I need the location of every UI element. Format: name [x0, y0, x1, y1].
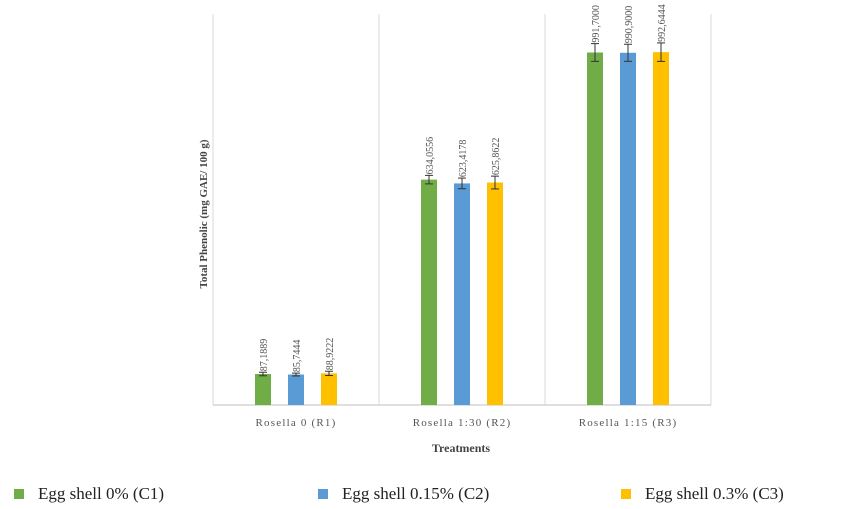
legend-swatch [621, 489, 631, 499]
legend-item-c1: Egg shell 0% (C1) [14, 484, 164, 504]
data-label: 991,7000 [591, 5, 602, 43]
bar [653, 52, 669, 405]
data-label: 625,8622 [491, 138, 502, 176]
data-label: 88,9222 [325, 338, 336, 371]
bar [454, 183, 470, 405]
legend-label: Egg shell 0.3% (C3) [645, 484, 784, 503]
data-label: 990,9000 [624, 6, 635, 44]
bar [421, 179, 437, 405]
bar-chart: Rosella 0 (R1) 87,1889 85,7444 88,9222 Rosel… [198, 4, 712, 455]
x-tick-label: Rosella 0 (R1) [256, 417, 337, 429]
legend-label: Egg shell 0% (C1) [38, 484, 165, 503]
y-axis-title: Total Phenolic (mg GAE/ 100 g) [198, 139, 210, 288]
chart-legend: Egg shell 0% (C1) Egg shell 0.15% (C2) E… [0, 484, 861, 506]
legend-swatch [318, 489, 328, 499]
data-label: 85,7444 [292, 340, 303, 373]
bar [255, 374, 271, 405]
bar [587, 52, 603, 405]
data-label: 992,6444 [657, 4, 668, 42]
legend-item-c3: Egg shell 0.3% (C3) [621, 484, 784, 504]
x-axis-title: Treatments [432, 441, 491, 455]
bar [487, 182, 503, 405]
legend-swatch [14, 489, 24, 499]
legend-label: Egg shell 0.15% (C2) [342, 484, 490, 503]
bars-layer [255, 42, 669, 405]
data-label: 623,4178 [458, 140, 469, 178]
x-tick-label: Rosella 1:15 (R3) [579, 417, 678, 429]
bar [620, 52, 636, 405]
bar [321, 373, 337, 405]
x-tick-label: Rosella 1:30 (R2) [413, 417, 512, 429]
labels-layer: Rosella 0 (R1) 87,1889 85,7444 88,9222 Rosel… [256, 4, 678, 429]
data-label: 634,0556 [425, 137, 436, 175]
bar [288, 374, 304, 405]
legend-item-c2: Egg shell 0.15% (C2) [318, 484, 489, 504]
data-label: 87,1889 [259, 339, 270, 372]
